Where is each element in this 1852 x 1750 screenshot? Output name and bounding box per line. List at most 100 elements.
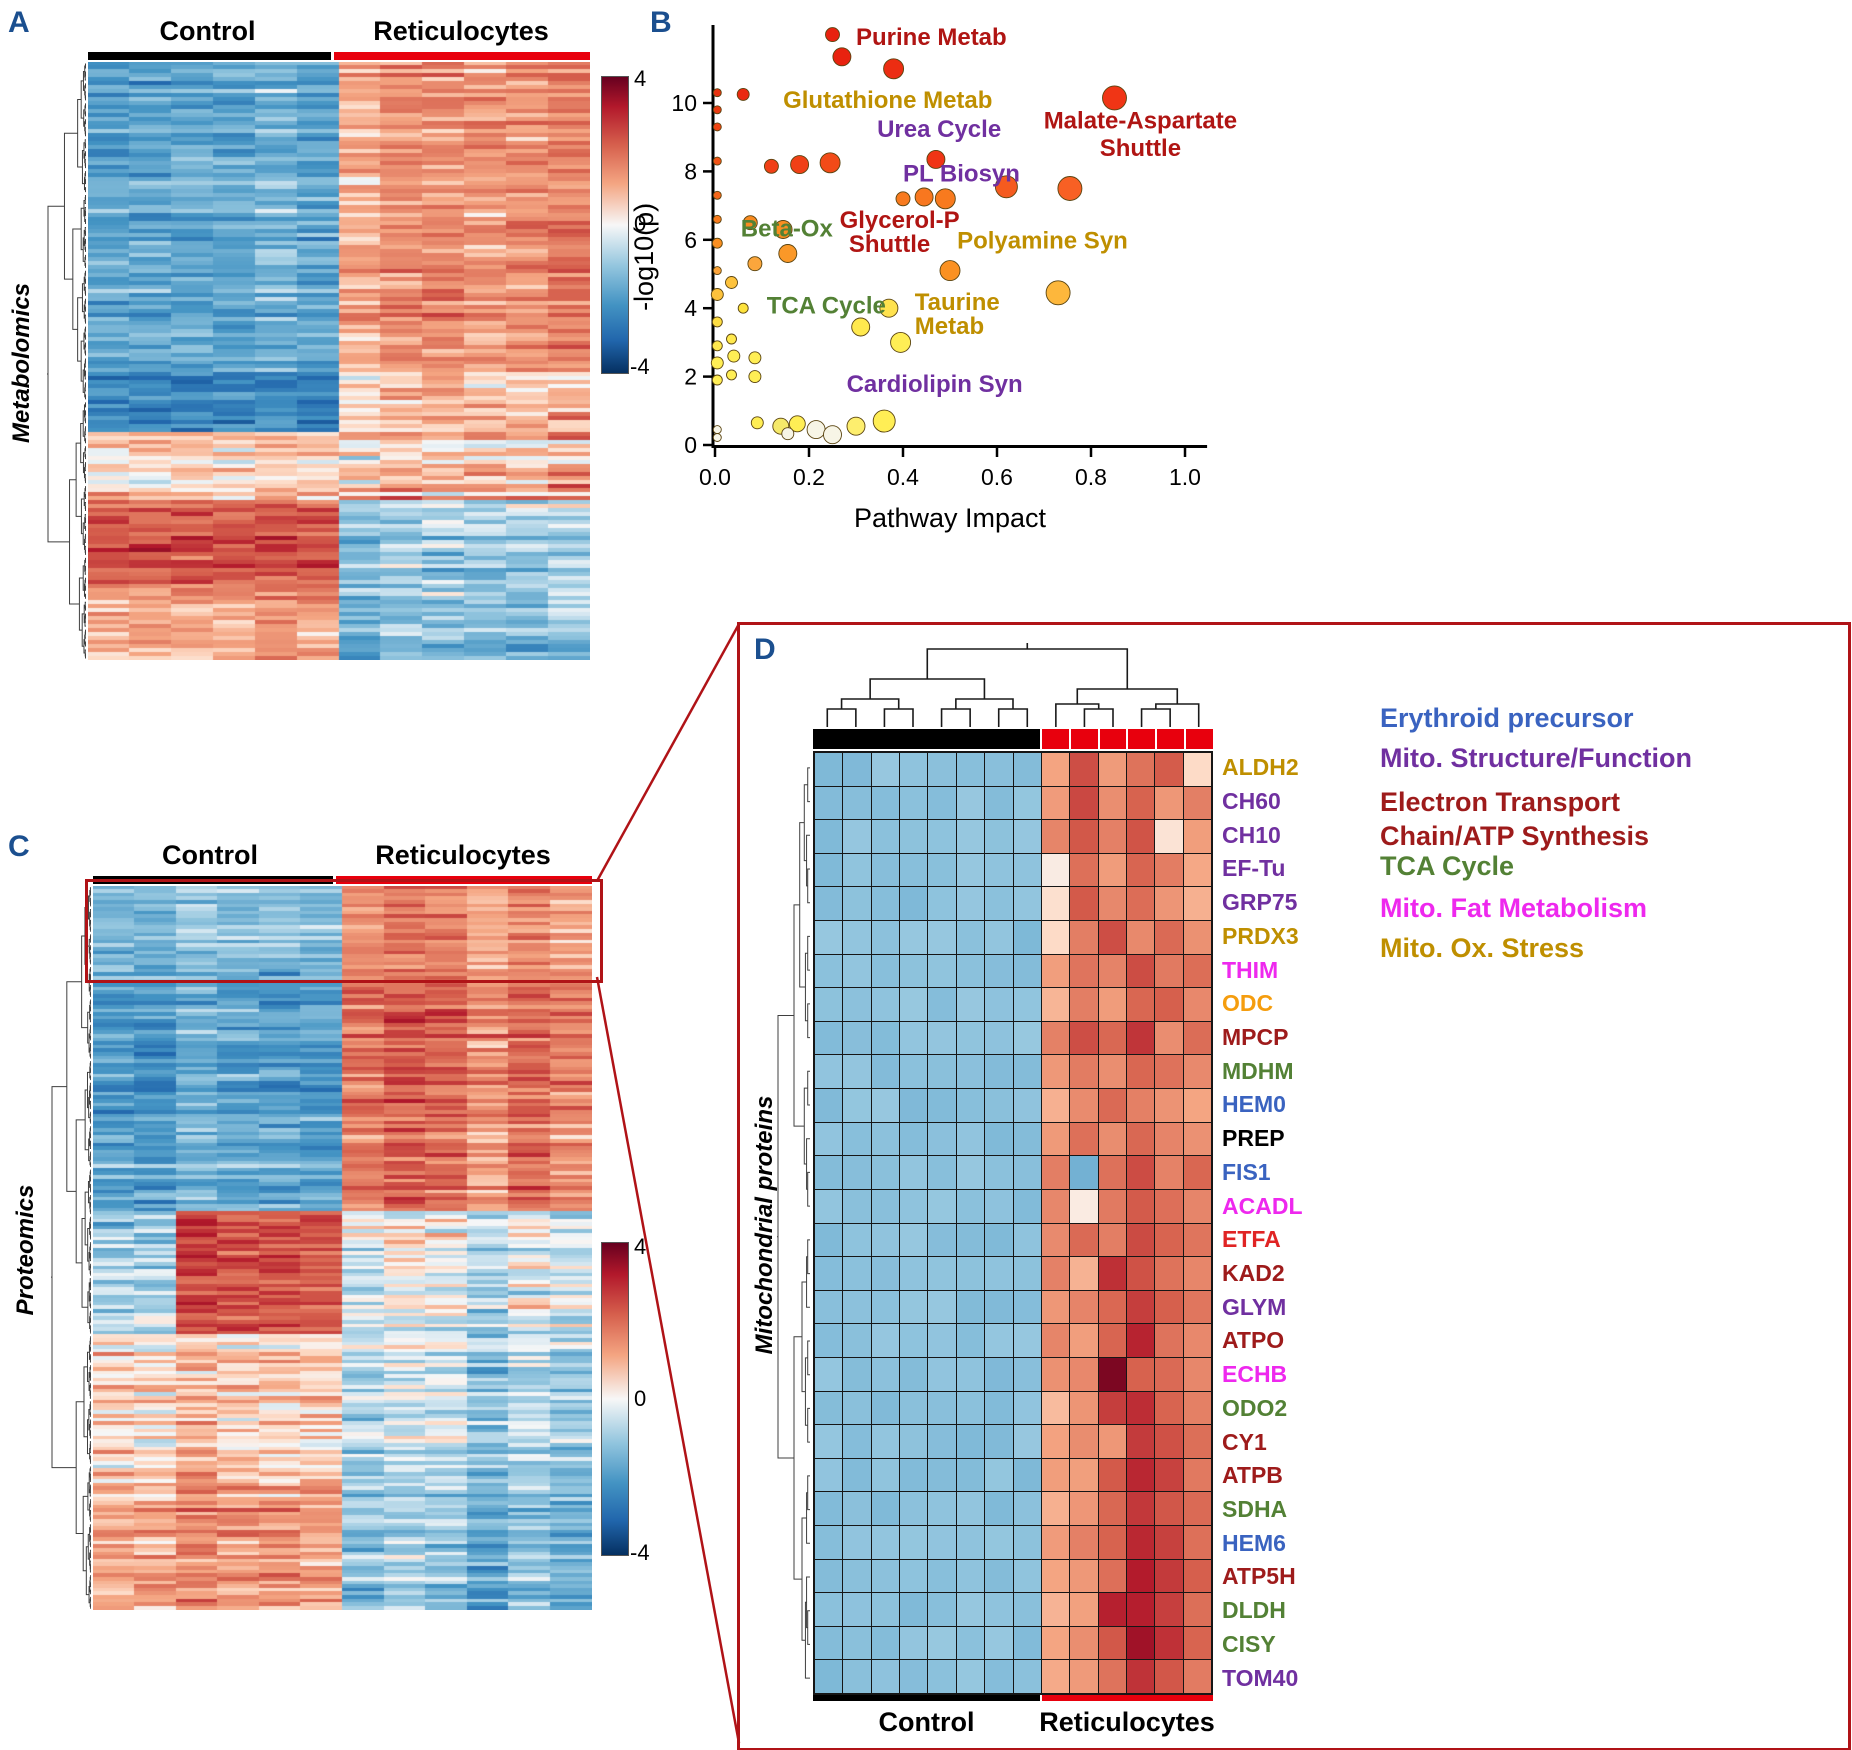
pathway-bubble	[934, 188, 956, 210]
heatmap-cell	[1183, 1391, 1211, 1425]
pathway-bubble	[747, 256, 763, 272]
heatmap-cell	[1155, 1122, 1183, 1156]
heatmap-cell	[1098, 1660, 1126, 1693]
heatmap-cell	[900, 1223, 928, 1257]
heatmap-cell	[985, 1156, 1013, 1189]
protein-label-mdhm: MDHM	[1222, 1057, 1294, 1084]
heatmap-cell	[900, 853, 928, 887]
heatmap-cell	[843, 1290, 871, 1324]
heatmap-cell	[1126, 988, 1155, 1021]
protein-label-atp5h: ATP5H	[1222, 1563, 1296, 1590]
heatmap-cell	[1041, 1089, 1070, 1122]
heatmap-cell	[1098, 1089, 1126, 1122]
pathway-bubble	[823, 425, 842, 445]
heatmap-cell	[1098, 1122, 1126, 1156]
panel-d-control-label: Control	[878, 1707, 975, 1737]
heatmap-cell	[871, 1525, 900, 1559]
heatmap-cell	[1126, 1559, 1155, 1593]
colorbar-min-label: -4	[630, 1540, 650, 1565]
heatmap-cell	[871, 1593, 900, 1626]
heatmap-cell	[900, 1559, 928, 1593]
heatmap-cell	[1098, 887, 1126, 921]
protein-label-sdha: SDHA	[1222, 1496, 1288, 1523]
heatmap-cell	[871, 1055, 900, 1089]
panel-a-control-label: Control	[159, 16, 256, 46]
heatmap-cell	[900, 1055, 928, 1089]
panel-a-reticulocytes-label: Reticulocytes	[373, 16, 549, 46]
heatmap-cell	[815, 1122, 843, 1156]
pathway-bubble	[846, 416, 866, 436]
heatmap-cell	[1155, 1089, 1183, 1122]
heatmap-cell	[1183, 1257, 1211, 1290]
heatmap-cell	[1155, 853, 1183, 887]
heatmap-cell	[1126, 1425, 1155, 1458]
reticulocytes-group-bar	[1042, 729, 1213, 749]
heatmap-cell	[1098, 1559, 1126, 1593]
heatmap-cell	[1155, 1290, 1183, 1324]
heatmap-cell	[1155, 786, 1183, 820]
heatmap-cell	[1013, 1425, 1041, 1458]
pathway-bubble	[788, 415, 806, 433]
heatmap-cell	[1126, 1223, 1155, 1257]
pathway-bubble	[710, 356, 724, 370]
heatmap-cell	[1155, 1223, 1183, 1257]
heatmap-cell	[815, 820, 843, 853]
protein-label-odc: ODC	[1222, 990, 1274, 1017]
pathway-bubble	[727, 349, 741, 363]
heatmap-cell	[843, 1425, 871, 1458]
pathway-bubble	[890, 331, 912, 353]
heatmap-cell	[956, 1660, 985, 1693]
heatmap-cell	[1041, 1156, 1070, 1189]
heatmap-cell	[815, 786, 843, 820]
pathway-bubble	[748, 370, 762, 384]
heatmap-cell	[985, 753, 1013, 786]
reticulocytes-bar-segment	[1186, 729, 1213, 749]
heatmap-cell	[900, 988, 928, 1021]
heatmap-cell	[1183, 1458, 1211, 1492]
heatmap-cell	[1155, 753, 1183, 786]
svg-text:0.4: 0.4	[887, 464, 919, 490]
protein-label-atpb: ATPB	[1222, 1462, 1283, 1489]
mitochondrial-proteins-axis-label: Mitochondrial proteins	[751, 1095, 778, 1355]
heatmap-cell	[843, 1156, 871, 1189]
heatmap-cell	[1013, 1559, 1041, 1593]
heatmap-cell	[1041, 988, 1070, 1021]
heatmap-cell	[1013, 1055, 1041, 1089]
pathway-bubble	[710, 288, 724, 301]
heatmap-cell	[871, 786, 900, 820]
heatmap-cell	[815, 1458, 843, 1492]
protein-label-atpo: ATPO	[1222, 1327, 1285, 1354]
heatmap-cell	[956, 1357, 985, 1391]
heatmap-cell	[843, 1324, 871, 1357]
heatmap-cell	[900, 1660, 928, 1693]
heatmap-cell	[985, 1223, 1013, 1257]
control-group-bar	[813, 729, 1040, 749]
heatmap-cell	[1183, 1626, 1211, 1660]
heatmap-cell	[1098, 853, 1126, 887]
heatmap-cell	[1098, 954, 1126, 988]
pathway-bubble	[742, 215, 758, 231]
legend-item: Erythroid precursor	[1380, 703, 1634, 733]
heatmap-cell	[985, 1425, 1013, 1458]
pathway-bubble	[781, 427, 795, 441]
heatmap-cell	[985, 1357, 1013, 1391]
heatmap-cell	[928, 1290, 956, 1324]
colorbar	[601, 1242, 629, 1556]
heatmap-cell	[871, 1458, 900, 1492]
heatmap-cell	[1070, 1257, 1098, 1290]
protein-label-aldh2: ALDH2	[1222, 754, 1299, 781]
heatmap-cell	[956, 954, 985, 988]
protein-label-dldh: DLDH	[1222, 1597, 1286, 1624]
heatmap-cell	[956, 1122, 985, 1156]
heatmap-cell	[985, 1559, 1013, 1593]
heatmap-cell	[1041, 853, 1070, 887]
heatmap-cell	[815, 1021, 843, 1055]
heatmap-cell	[1183, 1089, 1211, 1122]
protein-label-acadl: ACADL	[1222, 1192, 1303, 1219]
heatmap-cell	[1183, 1223, 1211, 1257]
heatmap-cell	[928, 1055, 956, 1089]
protein-label-ch10: CH10	[1222, 821, 1281, 848]
pathway-annotation: TCA Cycle	[767, 292, 886, 319]
pathway-impact-plot: 0.0 0.2 0.4 0.6 0.8 1.0 0 2 4 6 8 10 Purine Metab Glu…	[629, 24, 1237, 533]
heatmap-cell	[1183, 1156, 1211, 1189]
